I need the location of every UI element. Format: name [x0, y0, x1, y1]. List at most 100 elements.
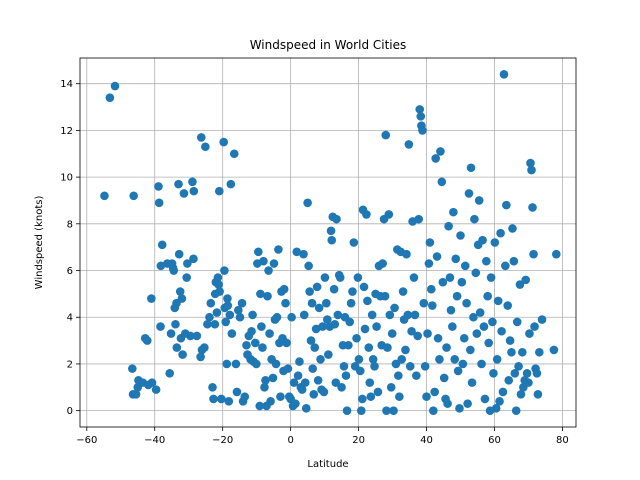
data-point	[272, 312, 282, 322]
data-point	[381, 130, 391, 140]
data-point	[449, 207, 458, 217]
data-point	[495, 397, 504, 406]
data-point	[268, 373, 278, 383]
data-point	[223, 294, 232, 303]
data-point	[196, 133, 206, 142]
data-point	[445, 273, 455, 282]
data-point	[342, 406, 352, 415]
data-point	[271, 359, 281, 369]
data-point	[508, 224, 517, 233]
x-tick-label: 20	[352, 435, 365, 446]
data-point	[457, 277, 467, 287]
data-point	[389, 406, 398, 415]
data-point	[324, 350, 333, 359]
data-point	[333, 310, 343, 320]
data-point	[435, 354, 444, 364]
data-point	[442, 343, 451, 352]
data-point	[175, 287, 185, 296]
data-point	[404, 140, 414, 149]
data-point	[200, 343, 209, 352]
data-point	[332, 214, 341, 224]
data-point	[215, 287, 224, 296]
data-point	[477, 359, 486, 369]
data-point	[295, 357, 304, 366]
data-point	[446, 305, 456, 315]
data-point	[235, 312, 245, 322]
y-tick-label: 10	[60, 173, 73, 184]
data-point	[480, 394, 490, 404]
data-point	[355, 366, 365, 376]
data-point	[459, 333, 469, 343]
data-point	[469, 312, 478, 322]
data-point	[258, 343, 267, 352]
data-point	[224, 397, 234, 406]
data-point	[177, 294, 187, 303]
data-point	[522, 368, 532, 378]
data-point	[203, 319, 212, 329]
y-tick-label: 6	[67, 266, 73, 277]
data-point	[525, 329, 534, 338]
data-point	[524, 378, 533, 387]
data-point	[308, 364, 318, 373]
data-point	[358, 394, 367, 404]
data-point	[450, 354, 460, 364]
data-point	[263, 291, 272, 301]
y-tick-label: 0	[67, 406, 73, 417]
data-point	[331, 378, 341, 387]
x-tick-label: 0	[287, 435, 293, 446]
data-point	[319, 387, 329, 397]
data-point	[402, 249, 411, 259]
data-point	[444, 221, 453, 231]
data-point	[460, 261, 470, 271]
data-point	[142, 336, 152, 345]
axes-frame	[79, 57, 577, 428]
data-point	[206, 298, 216, 308]
data-point	[105, 93, 115, 103]
data-point	[214, 280, 223, 289]
data-point	[166, 329, 176, 338]
data-point	[407, 326, 416, 336]
data-point	[359, 282, 369, 292]
data-point	[394, 371, 403, 380]
data-point	[526, 158, 535, 168]
data-point	[415, 105, 425, 114]
data-point	[189, 186, 199, 196]
data-point	[370, 361, 379, 371]
data-point	[169, 266, 179, 275]
data-point	[466, 163, 476, 173]
x-tick-label: 60	[488, 435, 501, 446]
data-point	[147, 378, 157, 387]
data-point	[316, 354, 325, 364]
data-point	[189, 254, 198, 264]
data-point	[528, 203, 537, 212]
data-point	[362, 210, 371, 219]
data-point	[512, 317, 522, 327]
data-point	[299, 310, 309, 320]
data-point	[426, 284, 436, 294]
data-point	[282, 338, 291, 348]
data-point	[293, 371, 303, 380]
data-point	[297, 385, 307, 394]
data-point	[299, 249, 308, 259]
data-point	[499, 70, 509, 79]
data-point	[188, 177, 197, 187]
data-point	[178, 350, 187, 359]
data-point	[157, 240, 167, 250]
data-point	[455, 404, 464, 413]
data-point	[222, 359, 232, 369]
x-tick-label: 40	[420, 435, 433, 446]
data-point	[467, 378, 477, 387]
data-point	[443, 399, 452, 408]
data-point	[247, 326, 256, 336]
data-point	[129, 191, 138, 201]
data-point	[503, 301, 513, 310]
data-point	[341, 371, 351, 380]
data-point	[456, 231, 465, 240]
data-point	[482, 256, 491, 266]
data-point	[242, 340, 251, 350]
data-point	[360, 324, 370, 334]
data-point	[475, 308, 485, 317]
data-point	[300, 378, 310, 387]
data-point	[438, 277, 448, 287]
